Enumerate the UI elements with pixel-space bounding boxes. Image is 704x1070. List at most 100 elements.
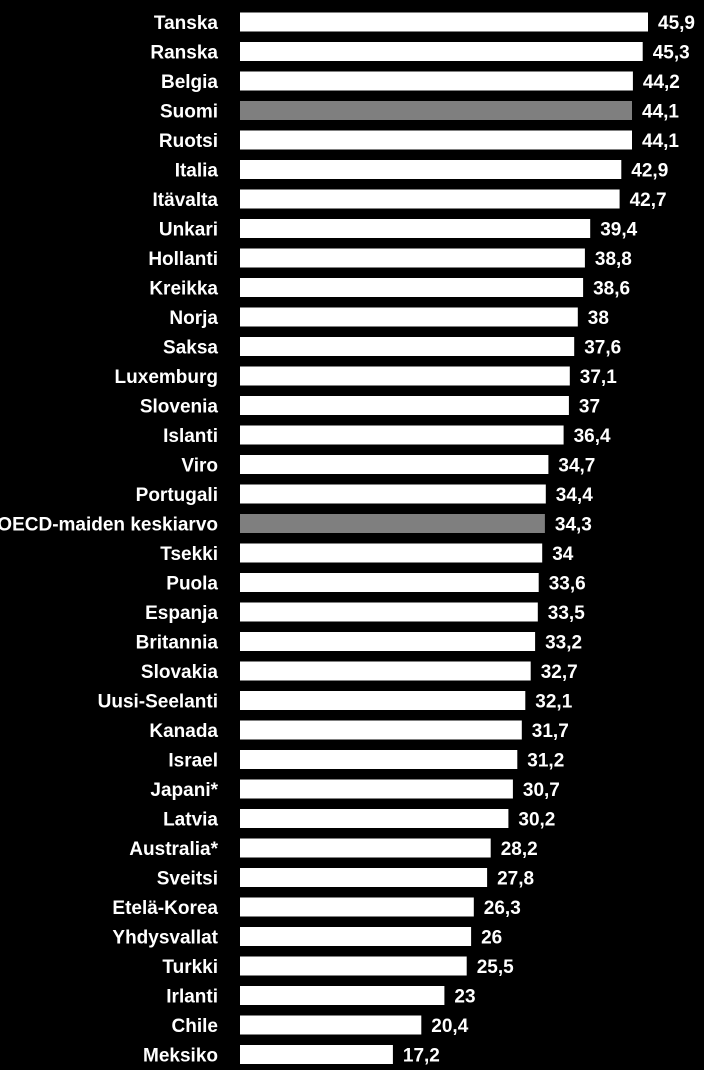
category-label-tanska: Tanska (154, 13, 219, 34)
category-labels-layer: Tanska Ranska Belgia Suomi Ruotsi Italia Itäva… (0, 13, 219, 1067)
category-label-irlanti: Irlanti (166, 987, 218, 1008)
category-label-saksa: Saksa (163, 338, 218, 359)
bar-australia (240, 838, 491, 858)
category-label-kreikka: Kreikka (149, 279, 218, 300)
value-label-meksiko: 17,2 (403, 1046, 440, 1067)
bar-etela-korea (240, 897, 474, 917)
bar-yhdysvallat (240, 927, 472, 946)
value-label-australia: 28,2 (501, 839, 538, 860)
category-label-italia: Italia (175, 161, 219, 182)
category-label-tsekki: Tsekki (160, 544, 218, 565)
category-label-puola: Puola (166, 574, 218, 595)
category-label-latvia: Latvia (163, 810, 218, 831)
bar-puola (240, 573, 539, 592)
value-label-latvia: 30,2 (518, 810, 555, 831)
category-label-norja: Norja (169, 308, 218, 329)
value-labels-layer: 45,9 45,3 44,2 44,1 44,1 42,9 42,7 39,4 38,8 38,6… (403, 13, 695, 1067)
bar-luxemburg (240, 366, 570, 386)
value-label-sveitsi: 27,8 (497, 869, 534, 890)
bar-norja (240, 307, 578, 327)
category-label-meksiko: Meksiko (143, 1046, 218, 1067)
value-label-saksa: 37,6 (584, 338, 621, 359)
value-label-suomi: 44,1 (642, 102, 679, 123)
bar-chile (240, 1015, 422, 1035)
category-label-itavalta: Itävalta (153, 190, 219, 211)
bar-latvia (240, 809, 509, 828)
value-label-israel: 31,2 (527, 751, 564, 772)
value-label-unkari: 39,4 (600, 220, 637, 241)
category-label-ruotsi: Ruotsi (159, 131, 218, 152)
bar-unkari (240, 219, 591, 238)
category-label-britannia: Britannia (136, 633, 219, 654)
category-label-kanada: Kanada (149, 721, 218, 742)
category-label-japani: Japani* (150, 780, 218, 801)
value-label-puola: 33,6 (549, 574, 586, 595)
bar-islanti (240, 425, 564, 445)
bar-portugali (240, 484, 546, 504)
category-label-uusi-seelanti: Uusi-Seelanti (98, 692, 218, 713)
bar-itavalta (240, 189, 620, 209)
value-label-hollanti: 38,8 (595, 249, 632, 270)
value-label-chile: 20,4 (431, 1016, 468, 1037)
value-label-itavalta: 42,7 (630, 190, 667, 211)
bar-kreikka (240, 278, 584, 297)
bar-slovenia (240, 396, 569, 415)
value-label-uusi-seelanti: 32,1 (535, 692, 572, 713)
value-label-espanja: 33,5 (548, 603, 585, 624)
value-label-irlanti: 23 (454, 987, 475, 1008)
bar-belgia (240, 71, 633, 91)
value-label-tsekki: 34 (552, 544, 574, 565)
bar-viro (240, 455, 549, 474)
value-label-ranska: 45,3 (653, 43, 690, 64)
bar-slovakia (240, 661, 531, 681)
category-label-islanti: Islanti (163, 426, 218, 447)
bar-ranska (240, 42, 643, 61)
category-label-ranska: Ranska (150, 43, 218, 64)
value-label-slovenia: 37 (579, 397, 600, 418)
category-label-luxemburg: Luxemburg (115, 367, 218, 388)
bar-espanja (240, 602, 538, 622)
category-label-israel: Israel (168, 751, 218, 772)
value-label-islanti: 36,4 (574, 426, 611, 447)
category-label-slovenia: Slovenia (140, 397, 219, 418)
bar-oecd-maiden-keskiarvo (240, 514, 545, 533)
bar-sveitsi (240, 868, 488, 887)
category-label-oecd-maiden-keskiarvo: OECD-maiden keskiarvo (0, 515, 218, 536)
bar-kanada (240, 720, 522, 740)
bar-hollanti (240, 248, 585, 268)
value-label-ruotsi: 44,1 (642, 131, 679, 152)
bar-tsekki (240, 543, 543, 563)
value-label-japani: 30,7 (523, 780, 560, 801)
bars-layer (240, 12, 648, 1064)
value-label-viro: 34,7 (558, 456, 595, 477)
bar-japani (240, 779, 513, 799)
category-label-yhdysvallat: Yhdysvallat (112, 928, 218, 949)
value-label-norja: 38 (588, 308, 609, 329)
bar-irlanti (240, 986, 445, 1005)
value-label-italia: 42,9 (631, 161, 668, 182)
bar-israel (240, 750, 518, 769)
value-label-britannia: 33,2 (545, 633, 582, 654)
value-label-portugali: 34,4 (556, 485, 593, 506)
bar-turkki (240, 956, 467, 976)
category-label-belgia: Belgia (161, 72, 218, 93)
value-label-luxemburg: 37,1 (580, 367, 617, 388)
category-label-chile: Chile (172, 1016, 218, 1037)
value-label-kanada: 31,7 (532, 721, 569, 742)
value-label-oecd-maiden-keskiarvo: 34,3 (555, 515, 592, 536)
value-label-tanska: 45,9 (658, 13, 695, 34)
value-label-slovakia: 32,7 (541, 662, 578, 683)
category-label-suomi: Suomi (160, 102, 218, 123)
value-label-kreikka: 38,6 (593, 279, 630, 300)
bar-ruotsi (240, 130, 632, 150)
category-label-portugali: Portugali (136, 485, 218, 506)
category-label-turkki: Turkki (162, 957, 218, 978)
category-label-unkari: Unkari (159, 220, 218, 241)
bar-suomi (240, 101, 632, 120)
value-label-yhdysvallat: 26 (481, 928, 502, 949)
bar-saksa (240, 337, 575, 356)
category-label-espanja: Espanja (145, 603, 218, 624)
bar-uusi-seelanti (240, 691, 526, 710)
category-label-viro: Viro (181, 456, 218, 477)
